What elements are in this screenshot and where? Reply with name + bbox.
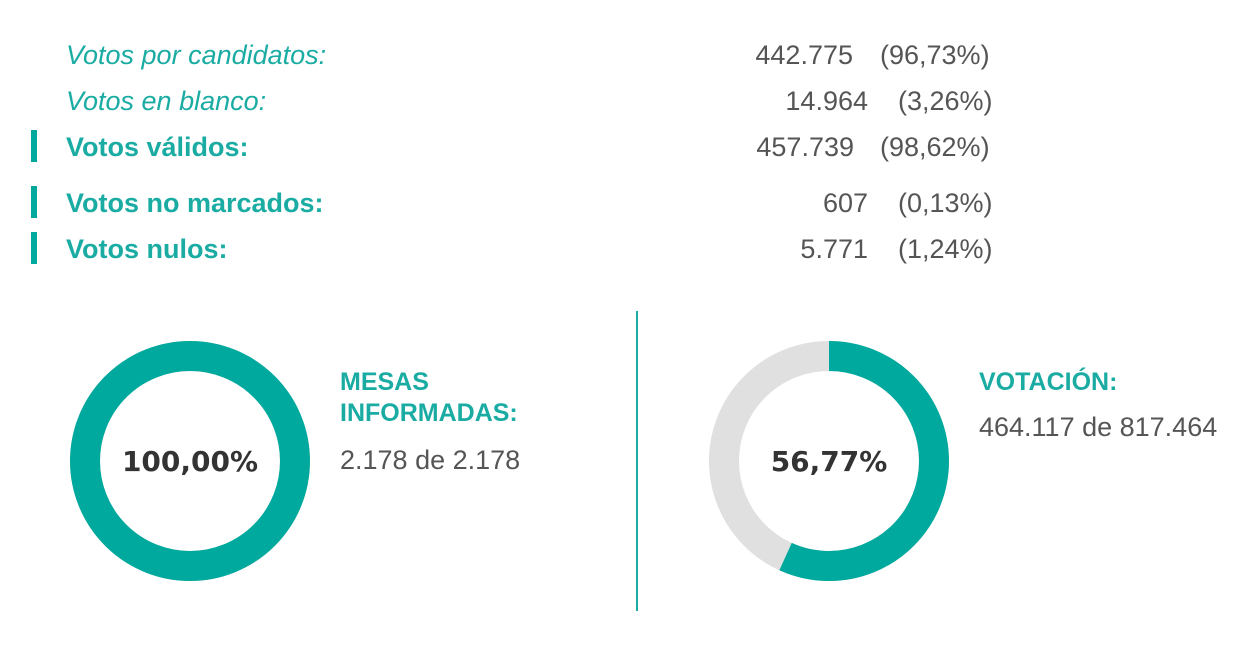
votes-unmarked-row: Votos no marcados: 607 (0,13%) (0, 184, 1254, 224)
mesas-donut-arc (70, 341, 310, 581)
votes-valid-count: 457.739 (756, 132, 854, 162)
votes-null-percent: (1,24%) (898, 234, 993, 264)
votes-null-label: Votos nulos: (66, 234, 228, 264)
votes-candidates-label: Votos por candidatos: (66, 40, 327, 70)
votacion-title: VOTACIÓN: (979, 368, 1118, 396)
mesas-donut: 100,00% (69, 340, 311, 582)
row-marker (31, 232, 37, 264)
votacion-value: 464.117 de 817.464 (979, 412, 1218, 442)
row-marker (31, 130, 37, 162)
votacion-percent: 56,77% (770, 444, 888, 478)
votacion-donut: 56,77% (708, 340, 950, 582)
votes-valid-row: Votos válidos: 457.739 (98,62%) (0, 128, 1254, 168)
votes-unmarked-percent: (0,13%) (898, 188, 993, 218)
votes-unmarked-label: Votos no marcados: (66, 188, 324, 218)
votes-valid-percent: (98,62%) (880, 132, 990, 162)
votes-null-row: Votos nulos: 5.771 (1,24%) (0, 230, 1254, 270)
votes-candidates-row: Votos por candidatos: 442.775 (96,73%) (0, 36, 1254, 76)
votes-blank-row: Votos en blanco: 14.964 (3,26%) (0, 82, 1254, 122)
votes-candidates-count: 442.775 (755, 40, 853, 70)
mesas-title-line1: MESAS (340, 368, 429, 396)
mesas-title-line2: INFORMADAS: (340, 399, 518, 427)
mesas-donut-chart (70, 341, 310, 581)
votes-unmarked-count: 607 (822, 188, 868, 218)
votes-candidates-percent: (96,73%) (880, 40, 990, 70)
mesas-title: MESAS INFORMADAS: (340, 367, 518, 429)
divider (636, 311, 638, 611)
row-marker (31, 186, 37, 218)
votes-valid-label: Votos válidos: (66, 132, 249, 162)
votes-blank-label: Votos en blanco: (66, 86, 267, 116)
votacion-donut-chart (709, 341, 949, 581)
mesas-value: 2.178 de 2.178 (340, 445, 521, 475)
votes-blank-percent: (3,26%) (898, 86, 993, 116)
votacion-donut-arc (709, 341, 949, 581)
mesas-percent: 100,00% (121, 444, 259, 478)
votes-null-count: 5.771 (800, 234, 868, 264)
votes-blank-count: 14.964 (785, 86, 868, 116)
